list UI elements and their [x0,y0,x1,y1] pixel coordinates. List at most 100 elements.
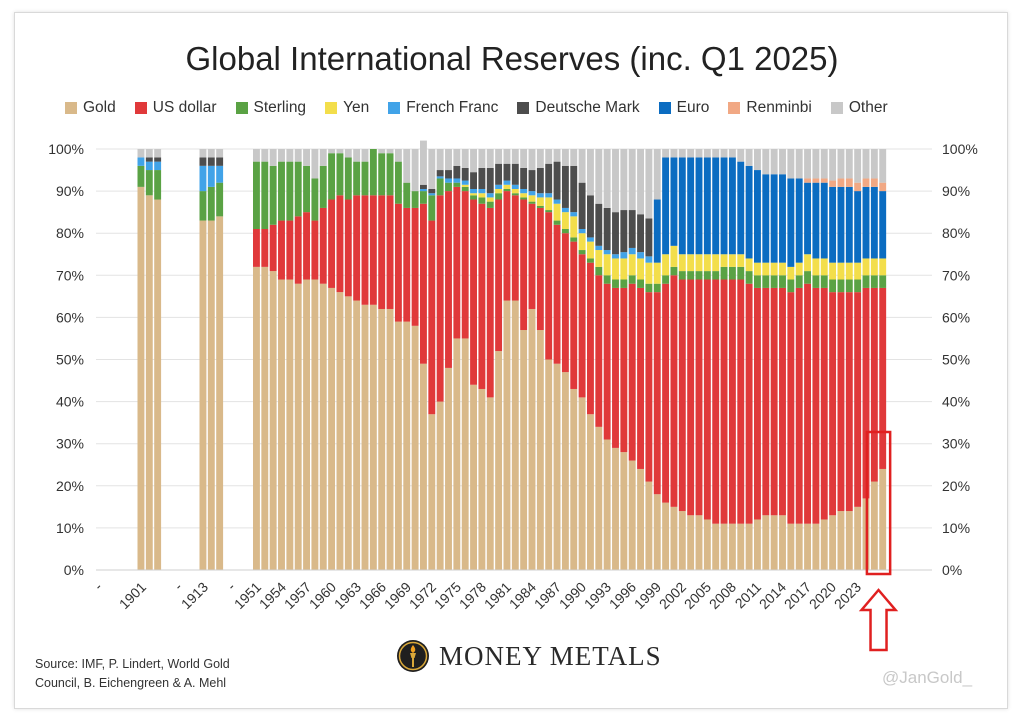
bar-segment-gold [712,523,720,570]
bar-segment-deutsche-mark [420,184,427,189]
bar-segment-deutsche-mark [495,163,503,185]
x-tick-label: 1972 [406,579,439,612]
bar-segment-us-dollar [353,195,361,301]
bar-segment-other [436,149,444,171]
x-tick-label: 1901 [116,579,149,612]
bar-segment-gold [436,401,444,570]
bar-segment-yen [553,203,561,221]
bar-segment-other [870,149,878,179]
legend-swatch [65,102,77,114]
bar-segment-us-dollar [369,195,377,305]
bar-segment-other [411,149,419,192]
bar-segment-other [378,149,386,154]
bar-segment-yen [628,254,636,276]
legend-swatch [325,102,338,114]
bar-segment-gold [754,519,761,570]
x-tick-label: 1966 [356,579,389,612]
bar-segment-yen [879,258,887,276]
bar-segment-french-franc [561,207,569,213]
bar-segment-us-dollar [845,292,853,512]
bar-segment-gold [528,308,536,570]
bar-segment-sterling [879,275,887,288]
bar-segment-french-franc [587,237,594,242]
bar-segment-deutsche-mark [578,182,586,229]
bar-segment-other [754,149,761,171]
bar-segment-other [286,149,294,162]
bar-segment-deutsche-mark [545,163,553,194]
bar-segment-other [737,149,745,162]
bar-segment-deutsche-mark [620,210,628,253]
bar-segment-other [637,149,644,215]
bar-segment-gold [207,220,215,570]
bar-segment-gold [820,519,828,570]
bar-segment-other [561,149,569,166]
bar-segment-us-dollar [286,220,294,280]
bar-segment-french-franc [536,193,544,198]
bar-segment-gold [137,186,145,570]
bar-segment-gold [553,363,561,570]
bar-segment-sterling [687,271,695,280]
bar-segment-other [595,149,603,204]
bar-segment-gold [470,384,477,570]
bar-segment-us-dollar [687,279,695,516]
bar-segment-yen [770,262,778,276]
x-tick-label: 1975 [431,579,464,612]
y-tick-label-right: 40% [942,394,970,410]
bar-segment-other [820,149,828,179]
bar-segment-sterling [812,275,820,288]
bar-segment-renminbi [854,182,862,192]
bar-segment-sterling [253,161,260,229]
bar-segment-yen [745,258,753,272]
bar-segment-gold [670,506,678,570]
bar-segment-us-dollar [420,203,427,364]
bar-segment-gold [578,397,586,570]
bar-segment-us-dollar [870,287,878,482]
legend-label: US dollar [152,99,217,116]
bar-segment-gold [294,283,302,570]
bar-segment-gold [253,266,260,570]
bar-segment-other [294,149,302,162]
bar-segment-yen [662,254,670,276]
bar-segment-gold [286,279,294,570]
y-tick-label-left: 80% [56,225,84,241]
bar-segment-gold [311,279,319,570]
legend-label: Sterling [253,99,307,116]
bar-segment-other [845,149,853,179]
bar-segment-sterling [854,279,862,293]
bar-segment-french-franc [145,161,153,171]
bar-segment-gold [687,515,695,570]
bar-segment-us-dollar [603,283,611,440]
bar-segment-other [207,149,215,158]
bar-segment-french-franc [216,165,224,183]
bar-segment-other [311,149,319,179]
bar-segment-gold [703,519,711,570]
bar-segment-euro [820,182,828,259]
bar-segment-sterling [762,275,770,288]
bar-segment-other [653,149,661,200]
y-tick-label-left: 0% [64,562,84,578]
bar-segment-other [269,149,277,166]
bar-segment-deutsche-mark [570,165,578,213]
bar-segment-french-franc [154,161,162,171]
bar-segment-yen [503,184,511,189]
bar-segment-gold [737,523,745,570]
bar-segment-gold [612,447,619,570]
bar-segment-other [199,149,207,158]
bar-segment-other [612,149,619,213]
bar-segment-sterling [770,275,778,288]
bar-segment-other [453,149,461,166]
bar-segment-other [216,149,224,158]
legend-label: Euro [676,99,710,116]
bar-segment-sterling [353,161,361,196]
bar-segment-renminbi [845,178,853,187]
bar-segment-us-dollar [328,199,336,288]
bar-segment-yen [653,262,661,284]
bar-segment-gold [595,426,603,570]
bar-segment-gold [587,414,594,570]
bar-segment-us-dollar [536,207,544,331]
source-note: Source: IMF, P. Lindert, World Gold Coun… [35,655,295,693]
bar-segment-euro [854,191,862,263]
y-tick-label-right: 10% [942,520,970,536]
bar-segment-sterling [495,193,503,200]
bar-segment-yen [561,212,569,229]
